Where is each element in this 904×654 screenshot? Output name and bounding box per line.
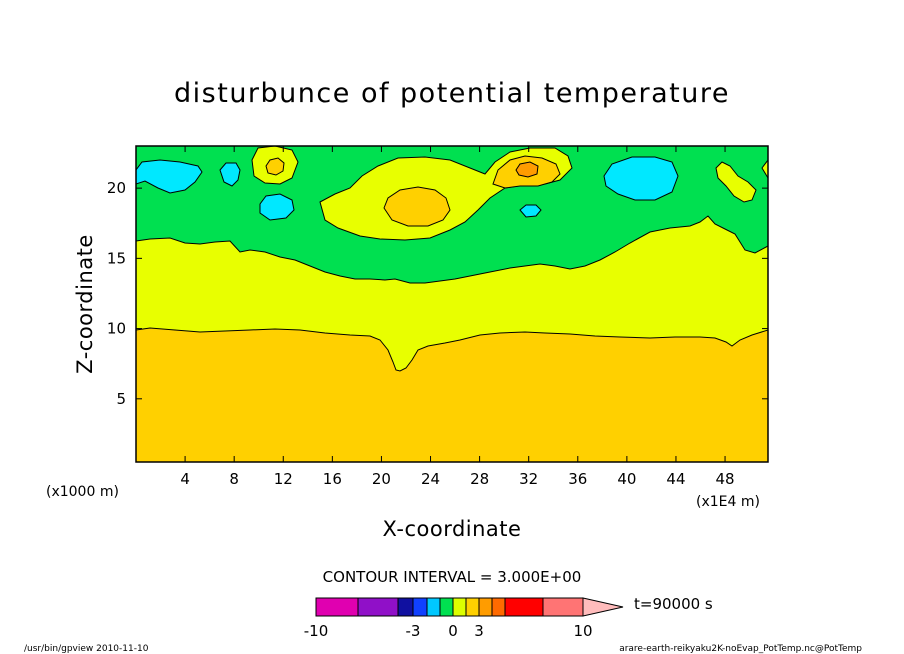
colorbar-tick-label: 0 xyxy=(448,622,458,640)
colorbar-tick-label: 10 xyxy=(573,622,592,640)
colorbar-swatch xyxy=(504,597,544,617)
x-axis-title: X-coordinate xyxy=(383,517,522,541)
x-tick-label: 4 xyxy=(180,470,190,488)
plot-frame xyxy=(135,145,769,463)
x-tick-label: 20 xyxy=(372,470,391,488)
colorbar: -10 -3 0 3 10 xyxy=(304,597,624,640)
x-tick-label: 36 xyxy=(568,470,587,488)
x-tick-label: 12 xyxy=(274,470,293,488)
colorbar-swatch xyxy=(412,597,428,617)
y-tick-label: 10 xyxy=(107,320,126,338)
y-tick-label: 20 xyxy=(107,179,126,197)
time-label: t=90000 s xyxy=(634,595,713,613)
x-unit-right: (x1E4 m) xyxy=(696,494,760,510)
y-axis-ticks: 5 10 15 20 xyxy=(107,179,768,408)
colorbar-swatch xyxy=(315,597,359,617)
colorbar-swatch xyxy=(426,597,441,617)
x-axis-ticks: 4 8 12 16 20 24 28 32 36 40 44 48 xyxy=(180,146,735,488)
colorbar-swatch xyxy=(357,597,399,617)
colorbar-tick-label: -10 xyxy=(304,622,329,640)
footer-left: /usr/bin/gpview 2010-11-10 xyxy=(24,644,149,654)
region-lower-layer xyxy=(136,327,768,462)
y-tick-label: 15 xyxy=(107,249,126,267)
colorbar-swatch xyxy=(478,597,493,617)
colorbar-tick-label: -3 xyxy=(406,622,421,640)
colorbar-swatch xyxy=(452,597,467,617)
region-cold-cells xyxy=(136,159,203,194)
x-tick-label: 40 xyxy=(617,470,636,488)
x-tick-label: 48 xyxy=(716,470,735,488)
colorbar-swatch xyxy=(465,597,480,617)
y-axis-title: Z-coordinate xyxy=(73,234,97,374)
colorbar-swatch xyxy=(542,597,584,617)
colorbar-swatch xyxy=(397,597,414,617)
x-tick-label: 8 xyxy=(229,470,239,488)
colorbar-arrow xyxy=(582,597,624,617)
colorbar-swatch xyxy=(439,597,454,617)
x-tick-label: 16 xyxy=(323,470,342,488)
contour-field xyxy=(136,146,768,462)
y-tick-label: 5 xyxy=(116,390,126,408)
x-tick-label: 32 xyxy=(519,470,538,488)
colorbar-swatch xyxy=(491,597,506,617)
contour-interval-label: CONTOUR INTERVAL = 3.000E+00 xyxy=(323,568,582,586)
x-tick-label: 24 xyxy=(421,470,440,488)
x-unit-left: (x1000 m) xyxy=(46,484,119,500)
region-warm-cells xyxy=(383,186,451,227)
footer-right: arare-earth-reikyaku2K-noEvap_PotTemp.nc… xyxy=(619,644,862,654)
x-tick-label: 28 xyxy=(470,470,489,488)
colorbar-tick-label: 3 xyxy=(474,622,484,640)
x-tick-label: 44 xyxy=(666,470,685,488)
chart-title: disturbunce of potential temperature xyxy=(174,78,730,109)
